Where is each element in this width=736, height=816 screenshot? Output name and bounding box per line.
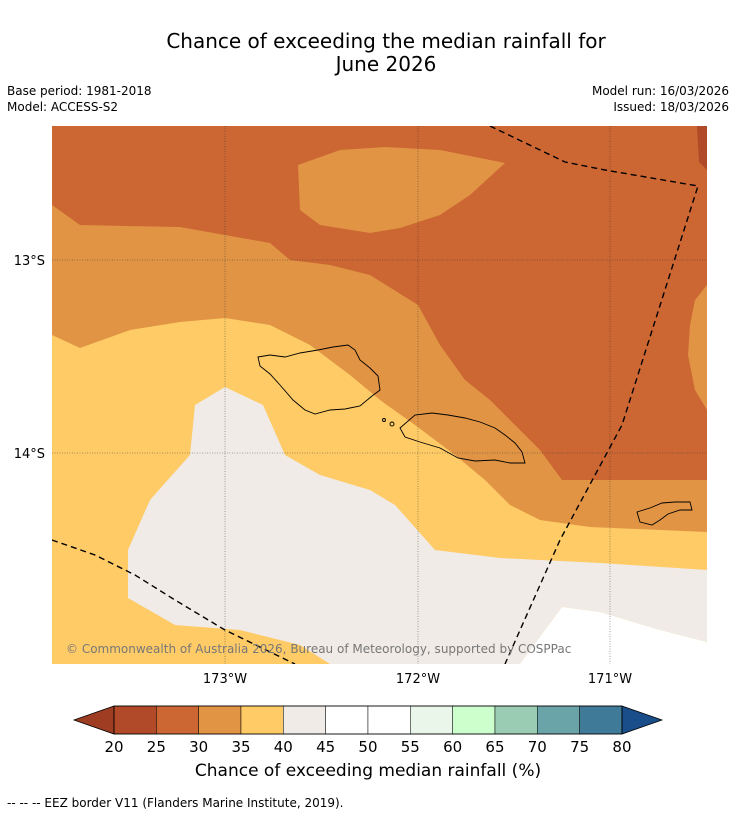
colorbar-segment bbox=[325, 705, 369, 735]
chart-title: Chance of exceeding the median rainfall … bbox=[0, 30, 736, 76]
colorbar-tick-label: 65 bbox=[485, 738, 504, 756]
region-20-25 bbox=[697, 126, 707, 170]
upolu-island bbox=[399, 412, 526, 464]
coastlines bbox=[257, 344, 693, 526]
apolima-islet bbox=[382, 418, 386, 422]
colorbar-over-arrow bbox=[621, 705, 664, 735]
colorbar-segment bbox=[579, 705, 623, 735]
colorbar-segment bbox=[410, 705, 453, 735]
region-40-45 bbox=[128, 387, 707, 664]
colorbar-tick-label: 80 bbox=[612, 738, 631, 756]
copyright-text: © Commonwealth of Australia 2026, Bureau… bbox=[66, 642, 571, 656]
colorbar-tick-label: 70 bbox=[528, 738, 547, 756]
colorbar-segment bbox=[156, 705, 199, 735]
model-text: Model: ACCESS-S2 bbox=[7, 100, 119, 114]
region-30-35-upper bbox=[298, 147, 505, 233]
savaii-island bbox=[257, 344, 381, 415]
colorbar-tick-label: 75 bbox=[570, 738, 589, 756]
region-30-35-right bbox=[688, 285, 707, 410]
colorbar-segment bbox=[198, 705, 242, 735]
lat-label-14s: 14°S bbox=[14, 447, 45, 462]
colorbar-segment bbox=[283, 705, 326, 735]
colorbar-tick-label: 25 bbox=[147, 738, 166, 756]
colorbar-segment bbox=[113, 705, 157, 735]
colorbar-tick-label: 30 bbox=[189, 738, 208, 756]
colorbar-tick-label: 40 bbox=[274, 738, 293, 756]
base-period-text: Base period: 1981-2018 bbox=[7, 84, 152, 98]
colorbar-segment bbox=[367, 705, 411, 735]
map-area: © Commonwealth of Australia 2026, Bureau… bbox=[52, 126, 707, 664]
colorbar: 20 25 30 35 40 45 50 55 60 65 70 75 80 bbox=[72, 705, 664, 756]
region-45-55 bbox=[520, 607, 707, 664]
lon-label-171w: 171°W bbox=[588, 672, 632, 687]
colorbar-segment bbox=[494, 705, 538, 735]
colorbar-segment bbox=[452, 705, 496, 735]
colorbar-segment bbox=[240, 705, 284, 735]
colorbar-tick-label: 20 bbox=[104, 738, 123, 756]
colorbar-segment bbox=[537, 705, 580, 735]
gridlines bbox=[52, 126, 707, 664]
title-line-1: Chance of exceeding the median rainfall … bbox=[166, 29, 606, 53]
colorbar-outline bbox=[113, 705, 623, 735]
tutuila-island bbox=[636, 501, 693, 526]
model-run-text: Model run: 16/03/2026 bbox=[591, 84, 729, 98]
colorbar-tick-label: 45 bbox=[316, 738, 335, 756]
metadata-left: Base period: 1981-2018 Model: ACCESS-S2 bbox=[7, 83, 152, 115]
lat-label-13s: 13°S bbox=[14, 254, 45, 269]
lon-label-173w: 173°W bbox=[203, 672, 247, 687]
colorbar-tick-label: 55 bbox=[401, 738, 420, 756]
colorbar-under-arrow bbox=[72, 705, 115, 735]
eez-border bbox=[52, 126, 699, 664]
issued-text: Issued: 18/03/2026 bbox=[613, 100, 729, 114]
colorbar-tick-label: 60 bbox=[443, 738, 462, 756]
title-line-2: June 2026 bbox=[335, 52, 437, 76]
eez-footer-note: -- -- -- EEZ border V11 (Flanders Marine… bbox=[7, 796, 344, 810]
manono-islet bbox=[389, 421, 395, 427]
colorbar-tick-label: 35 bbox=[231, 738, 250, 756]
lon-label-172w: 172°W bbox=[396, 672, 440, 687]
colorbar-label: Chance of exceeding median rainfall (%) bbox=[194, 761, 542, 781]
colorbar-tick-label: 50 bbox=[358, 738, 377, 756]
metadata-right: Model run: 16/03/2026 Issued: 18/03/2026 bbox=[592, 83, 729, 115]
